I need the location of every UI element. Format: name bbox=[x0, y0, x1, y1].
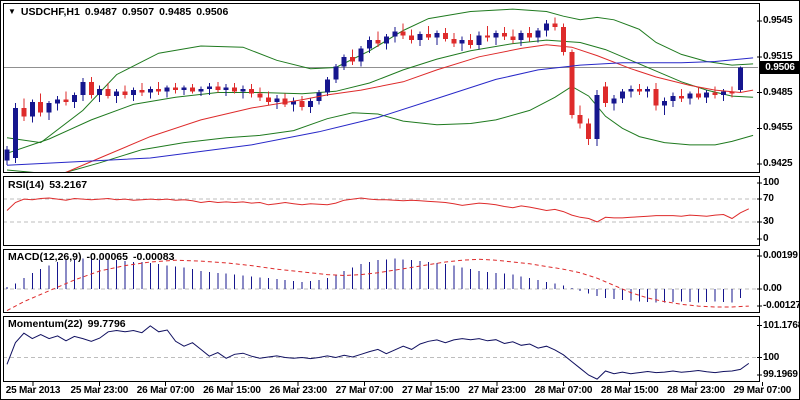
macd-value-1: -0.00065 bbox=[86, 251, 128, 263]
price-axis-label: 0.9485 bbox=[763, 86, 793, 98]
momentum-label: Momentum(22) bbox=[8, 318, 83, 330]
date-label: 26 Mar 15:00 bbox=[203, 385, 261, 396]
macd-value-2: -0.00083 bbox=[132, 251, 175, 263]
date-label: 27 Mar 23:00 bbox=[468, 385, 526, 396]
ohlc-close: 0.9506 bbox=[196, 6, 229, 18]
macd-axis-label: 0.00 bbox=[763, 283, 782, 294]
bollinger-bands-layer bbox=[6, 8, 754, 172]
price-axis-label: 0.9455 bbox=[763, 122, 793, 134]
candles-layer bbox=[4, 17, 743, 166]
macd-panel-title: MACD(12,26,9) -0.00065 -0.00083 bbox=[8, 251, 174, 263]
rsi-axis-label: 100 bbox=[763, 177, 780, 188]
rsi-value: 53.2167 bbox=[49, 179, 88, 191]
price-panel-title: ▼ USDCHF,H1 0.9487 0.9507 0.9485 0.9506 bbox=[8, 6, 228, 18]
momentum-line bbox=[6, 325, 750, 380]
rsi-axis-label: 30 bbox=[763, 215, 774, 227]
date-label: 27 Mar 15:00 bbox=[401, 385, 460, 396]
momentum-panel-title: Momentum(22) 99.7796 bbox=[8, 318, 126, 330]
ohlc-high: 0.9507 bbox=[121, 6, 155, 18]
momentum-value: 99.7796 bbox=[87, 318, 126, 330]
symbol-period-label: USDCHF,H1 bbox=[20, 6, 80, 18]
macd-signal-line bbox=[6, 258, 749, 312]
rsi-panel-title: RSI(14) 53.2167 bbox=[8, 179, 87, 191]
rsi-label: RSI(14) bbox=[8, 179, 45, 191]
date-label: 28 Mar 07:00 bbox=[534, 385, 593, 396]
ma-blue-line bbox=[6, 57, 754, 166]
price-axis-label: 0.9425 bbox=[763, 158, 793, 169]
macd-axis-label: 0.00199 bbox=[763, 250, 798, 261]
date-label: 28 Mar 23:00 bbox=[667, 385, 725, 396]
price-axis-label: 0.9515 bbox=[763, 50, 793, 62]
symbol-dropdown-icon[interactable]: ▼ bbox=[8, 7, 16, 16]
momentum-axis-label: 99.1969 bbox=[763, 369, 798, 380]
ohlc-open: 0.9487 bbox=[84, 6, 117, 18]
last-quote-box: 0.9506 bbox=[760, 61, 799, 74]
date-label: 29 Mar 07:00 bbox=[733, 385, 792, 396]
date-label: 26 Mar 07:00 bbox=[136, 385, 195, 396]
rsi-axis-label: 0 bbox=[763, 233, 769, 244]
ma-red-line bbox=[65, 44, 754, 172]
rsi-axis-label: 70 bbox=[763, 193, 774, 205]
ohlc-low: 0.9485 bbox=[159, 6, 192, 18]
momentum-axis-label: 100 bbox=[763, 351, 780, 363]
date-label: 25 Mar 2013 bbox=[5, 385, 61, 396]
date-label: 28 Mar 15:00 bbox=[600, 385, 659, 396]
macd-histogram-layer bbox=[6, 258, 741, 303]
momentum-axis-label: 101.1768 bbox=[763, 319, 800, 331]
macd-label: MACD(12,26,9) bbox=[8, 251, 82, 263]
date-label: 25 Mar 23:00 bbox=[70, 385, 129, 396]
date-label: 26 Mar 23:00 bbox=[269, 385, 327, 396]
date-label: 27 Mar 07:00 bbox=[335, 385, 394, 396]
price-axis-label: 0.9545 bbox=[763, 15, 793, 26]
rsi-line bbox=[6, 197, 750, 223]
macd-axis-label: -0.00127 bbox=[763, 300, 800, 311]
